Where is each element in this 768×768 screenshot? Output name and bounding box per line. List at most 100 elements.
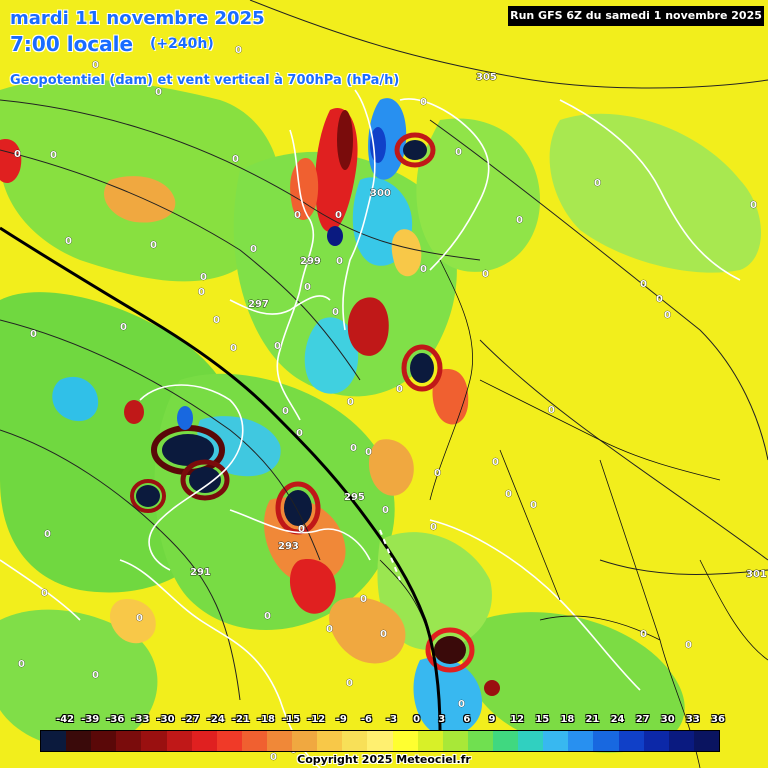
colorbar-cell: [241, 731, 267, 751]
colorbar-cell: [643, 731, 669, 751]
zero-label: 0: [750, 200, 757, 211]
colorbar-cell: [618, 731, 644, 751]
colorbar-cell: [593, 731, 619, 751]
colorbar-tick-label: -36: [106, 714, 125, 725]
zero-label: 0: [232, 154, 239, 165]
zero-label: 0: [304, 282, 311, 293]
vertical-velocity-field: [0, 79, 761, 753]
colorbar-cell: [141, 731, 167, 751]
zero-contour-labels: 0 0 0 0 0 0 0 0 0 0 0 0 0 0 0 0 0 0 0 0 0 0 0 0 0 0 0 0 0 0 0 0 0 0 0 0 0 0 0 0…: [14, 45, 758, 764]
colorbar-tick-label: 18: [560, 714, 575, 725]
zero-label: 0: [298, 524, 305, 535]
geo-label-300: 300: [370, 188, 391, 199]
country-borders: [379, 259, 768, 768]
colorbar-cell: [166, 731, 192, 751]
zero-label: 0: [235, 45, 242, 56]
zero-label: 0: [664, 310, 671, 321]
colorbar-tick-label: 12: [510, 714, 525, 725]
zero-label: 0: [41, 588, 48, 599]
colorbar-cell: [367, 731, 393, 751]
zero-label: 0: [270, 752, 277, 763]
zero-label: 0: [382, 505, 389, 516]
colorbar-cell: [191, 731, 217, 751]
geopotential-labels: 305 300 299 297 295 293 291 301: [190, 72, 768, 581]
zero-label: 0: [347, 397, 354, 408]
colorbar-tick-label: -12: [307, 714, 326, 725]
frontal-boundary-dashed: [379, 529, 401, 581]
colorbar-tick-label: 21: [585, 714, 600, 725]
zero-label: 0: [594, 178, 601, 189]
zero-label: 0: [396, 384, 403, 395]
colorbar-cell: [518, 731, 544, 751]
colorbar-tick-label: -15: [282, 714, 301, 725]
zero-label: 0: [14, 149, 21, 160]
geo-label-297: 297: [248, 299, 269, 310]
zero-label: 0: [530, 500, 537, 511]
forecast-time: 7:00 locale: [10, 32, 134, 56]
zero-label: 0: [294, 210, 301, 221]
geo-label-291: 291: [190, 567, 211, 578]
zero-label: 0: [640, 279, 647, 290]
colorbar-cell: [292, 731, 318, 751]
zero-label: 0: [434, 468, 441, 479]
zero-label: 0: [332, 307, 339, 318]
zero-label: 0: [264, 611, 271, 622]
colorbar-tick-label: -21: [231, 714, 250, 725]
colorbar-cell: [116, 731, 142, 751]
colorbar-tick-label: 33: [685, 714, 700, 725]
colorbar-cell: [568, 731, 594, 751]
zero-label: 0: [350, 443, 357, 454]
zero-label: 0: [92, 670, 99, 681]
zero-label: 0: [346, 678, 353, 689]
strong-cores: [124, 110, 500, 696]
zero-label: 0: [274, 341, 281, 352]
colorbar-cell: [317, 731, 343, 751]
colorbar-tick-label: -42: [56, 714, 75, 725]
zero-label: 0: [30, 329, 37, 340]
zero-label: 0: [492, 457, 499, 468]
colorbar-tick-label: 3: [438, 714, 446, 725]
colorbar-cell: [442, 731, 468, 751]
zero-label: 0: [92, 60, 99, 71]
zero-label: 0: [335, 210, 342, 221]
zero-label: 0: [50, 150, 57, 161]
zero-label: 0: [685, 640, 692, 651]
zero-label: 0: [120, 322, 127, 333]
colorbar-cell: [342, 731, 368, 751]
colorbar-cell: [91, 731, 117, 751]
colorbar-tick-label: 6: [463, 714, 471, 725]
colorbar-cell: [216, 731, 242, 751]
zero-label: 0: [455, 147, 462, 158]
zero-label: 0: [136, 613, 143, 624]
zero-label: 0: [44, 529, 51, 540]
zero-label: 0: [336, 256, 343, 267]
colorbar-tick-label: -24: [206, 714, 225, 725]
zero-label: 0: [380, 629, 387, 640]
zero-label: 0: [516, 215, 523, 226]
zero-label: 0: [326, 624, 333, 635]
zero-label: 0: [198, 287, 205, 298]
zero-label: 0: [18, 659, 25, 670]
zero-label: 0: [640, 629, 647, 640]
zero-label: 0: [482, 269, 489, 280]
colorbar-cell: [693, 731, 719, 751]
field-description: Geopotentiel (dam) et vent vertical à 70…: [10, 73, 400, 88]
colorbar-tick-label: -18: [256, 714, 276, 725]
zero-label: 0: [458, 699, 465, 710]
colorbar-tick-label: -33: [131, 714, 150, 725]
zero-label: 0: [505, 489, 512, 500]
geo-label-305: 305: [476, 72, 497, 83]
colorbar-cell: [266, 731, 293, 751]
zero-label: 0: [420, 97, 427, 108]
colorbar-tick-label: 15: [535, 714, 550, 725]
forecast-date: mardi 11 novembre 2025: [10, 8, 265, 29]
frontal-boundary: [0, 226, 442, 731]
colorbar-tick-label: 30: [660, 714, 675, 725]
colorbar-tick-label: -27: [181, 714, 200, 725]
colorbar-cell: [492, 731, 519, 751]
zero-label: 0: [155, 87, 162, 98]
zero-label: 0: [200, 272, 207, 283]
colorbar-cell: [467, 731, 493, 751]
